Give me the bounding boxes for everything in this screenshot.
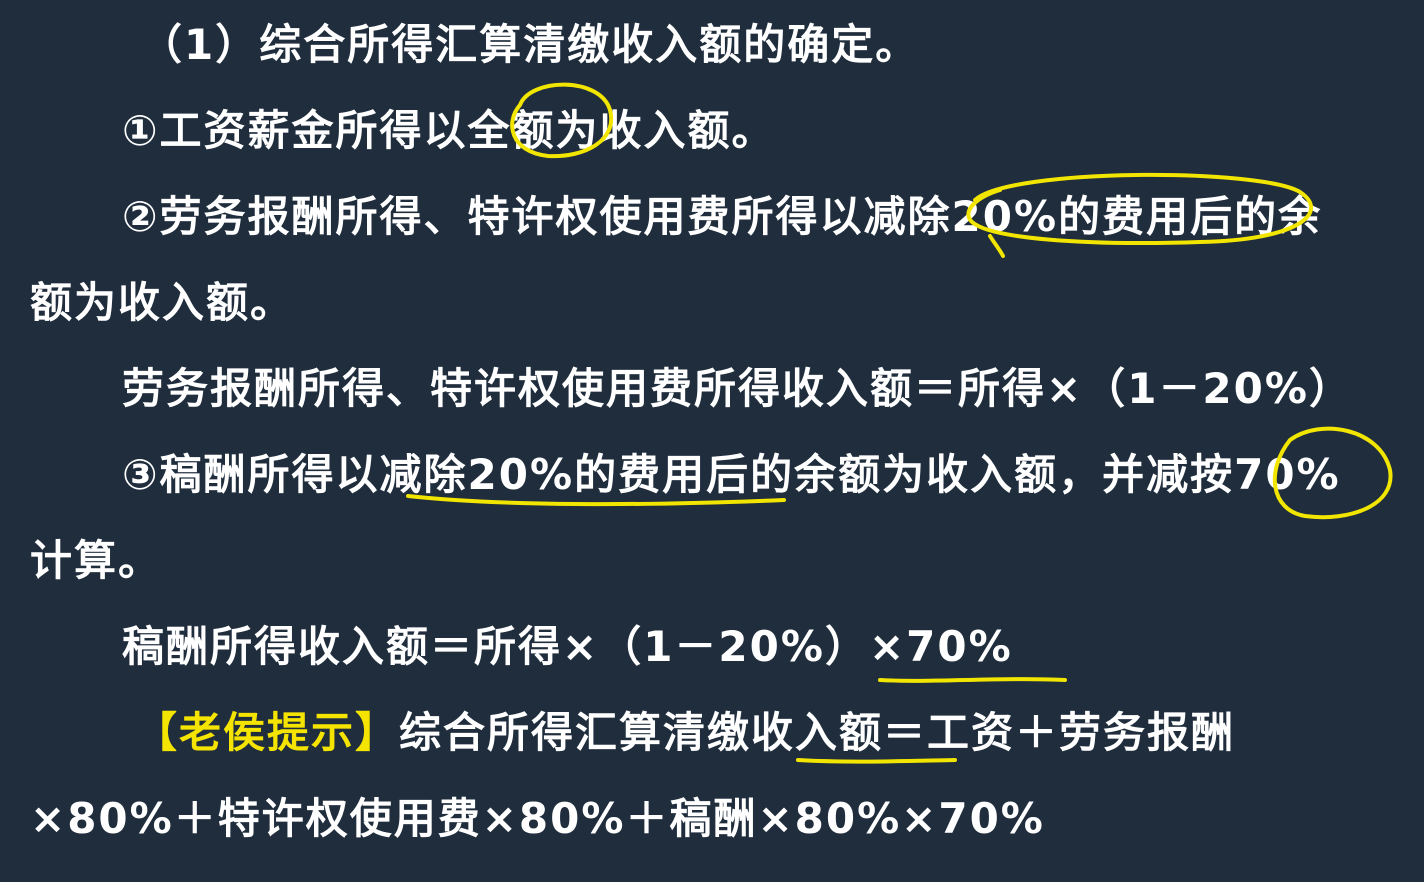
section-heading: （1）综合所得汇算清缴收入额的确定。 [140,20,920,69]
hint-line-1: 【老侯提示】综合所得汇算清缴收入额＝工资＋劳务报酬 [135,708,1235,758]
formula-labor-royalty: 劳务报酬所得、特许权使用费所得收入额＝所得×（1－20%） [122,364,1353,413]
hint-tag: 【老侯提示】 [135,708,400,757]
rule-item-2-line-2: 额为收入额。 [30,278,295,327]
formula-author-remuneration: 稿酬所得收入额＝所得×（1－20%）×70% [122,622,1013,671]
rule-item-3-line-1: ③稿酬所得以减除20%的费用后的余额为收入额，并减按70% [122,450,1341,499]
hint-text: 综合所得汇算清缴收入额＝工资＋劳务报酬 [399,708,1236,757]
underline-70pct [878,677,1067,683]
rule-item-1: ①工资薪金所得以全额为收入额。 [122,106,776,155]
underline-income-amount [796,758,957,764]
rule-item-2-line-1: ②劳务报酬所得、特许权使用费所得以减除20%的费用后的余 [122,192,1323,241]
hint-line-2: ×80%＋特许权使用费×80%＋稿酬×80%×70% [30,794,1045,843]
rule-item-3-line-2: 计算。 [30,536,163,585]
